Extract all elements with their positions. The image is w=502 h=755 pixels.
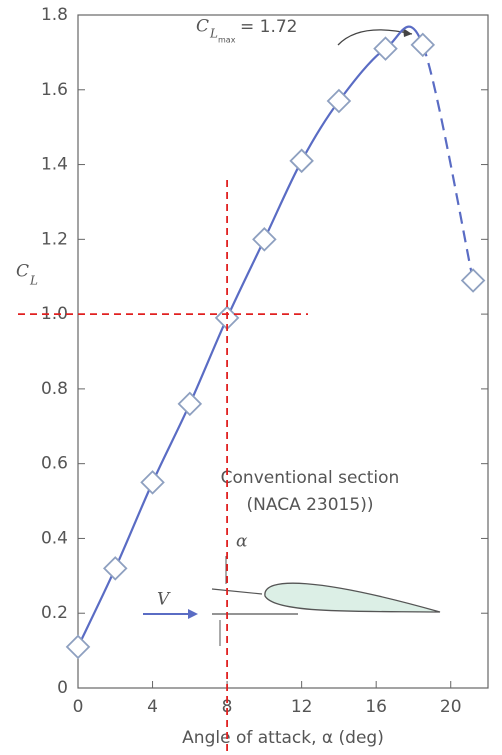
marker — [252, 227, 277, 252]
line-segment — [263, 160, 303, 240]
line-segment — [114, 481, 154, 569]
velocity-arrowhead — [188, 609, 198, 619]
inset-velocity: V — [157, 590, 171, 610]
annotation-arrowhead — [403, 28, 412, 37]
inset-chord-line — [211, 588, 263, 595]
line-segment — [226, 238, 266, 319]
x-tick-label: 8 — [222, 697, 233, 717]
marker — [460, 268, 486, 293]
y-tick-label: 0 — [57, 678, 68, 698]
marker — [289, 148, 314, 174]
plot-frame — [77, 14, 489, 689]
x-tick-label: 0 — [73, 697, 84, 717]
inset-subtitle: (NACA 23015)) — [247, 495, 374, 515]
annotation-symbol: C — [196, 17, 209, 37]
annotation-text: = 1.72 — [240, 17, 298, 37]
y-axis-label-sub: L — [29, 274, 38, 288]
annotation-subsub: max — [218, 36, 236, 45]
x-tick-label: 4 — [147, 697, 158, 717]
marker — [65, 634, 91, 660]
y-tick-label: 0.2 — [41, 603, 68, 623]
line-segment — [77, 567, 117, 648]
marker — [177, 391, 203, 417]
y-axis-label: C — [16, 262, 29, 282]
y-tick-label: 0.4 — [41, 528, 68, 548]
inset-angle: α — [236, 532, 248, 552]
line-segment — [188, 317, 229, 405]
line-segment — [151, 403, 191, 483]
x-tick-label: 16 — [365, 697, 387, 717]
y-tick-label: 1.8 — [41, 5, 68, 25]
line-segment — [421, 44, 475, 281]
marker — [140, 470, 165, 495]
line-segment — [300, 100, 340, 162]
marker — [410, 32, 436, 58]
y-tick-label: 0.6 — [41, 454, 68, 474]
annotation-sub: L — [209, 27, 218, 41]
x-tick-label: 12 — [291, 697, 313, 717]
y-tick-label: 0.8 — [41, 379, 68, 399]
y-tick-label: 1.4 — [41, 155, 68, 175]
marker — [373, 36, 398, 61]
inset-title: Conventional section — [221, 468, 400, 488]
x-axis-label: Angle of attack, α (deg) — [182, 728, 384, 748]
y-tick-label: 1.2 — [41, 229, 68, 249]
marker — [103, 556, 128, 581]
x-tick-label: 20 — [440, 697, 462, 717]
line-segment — [338, 47, 387, 102]
airfoil — [264, 582, 441, 613]
marker — [326, 88, 352, 114]
y-tick-label: 1.6 — [41, 80, 68, 100]
